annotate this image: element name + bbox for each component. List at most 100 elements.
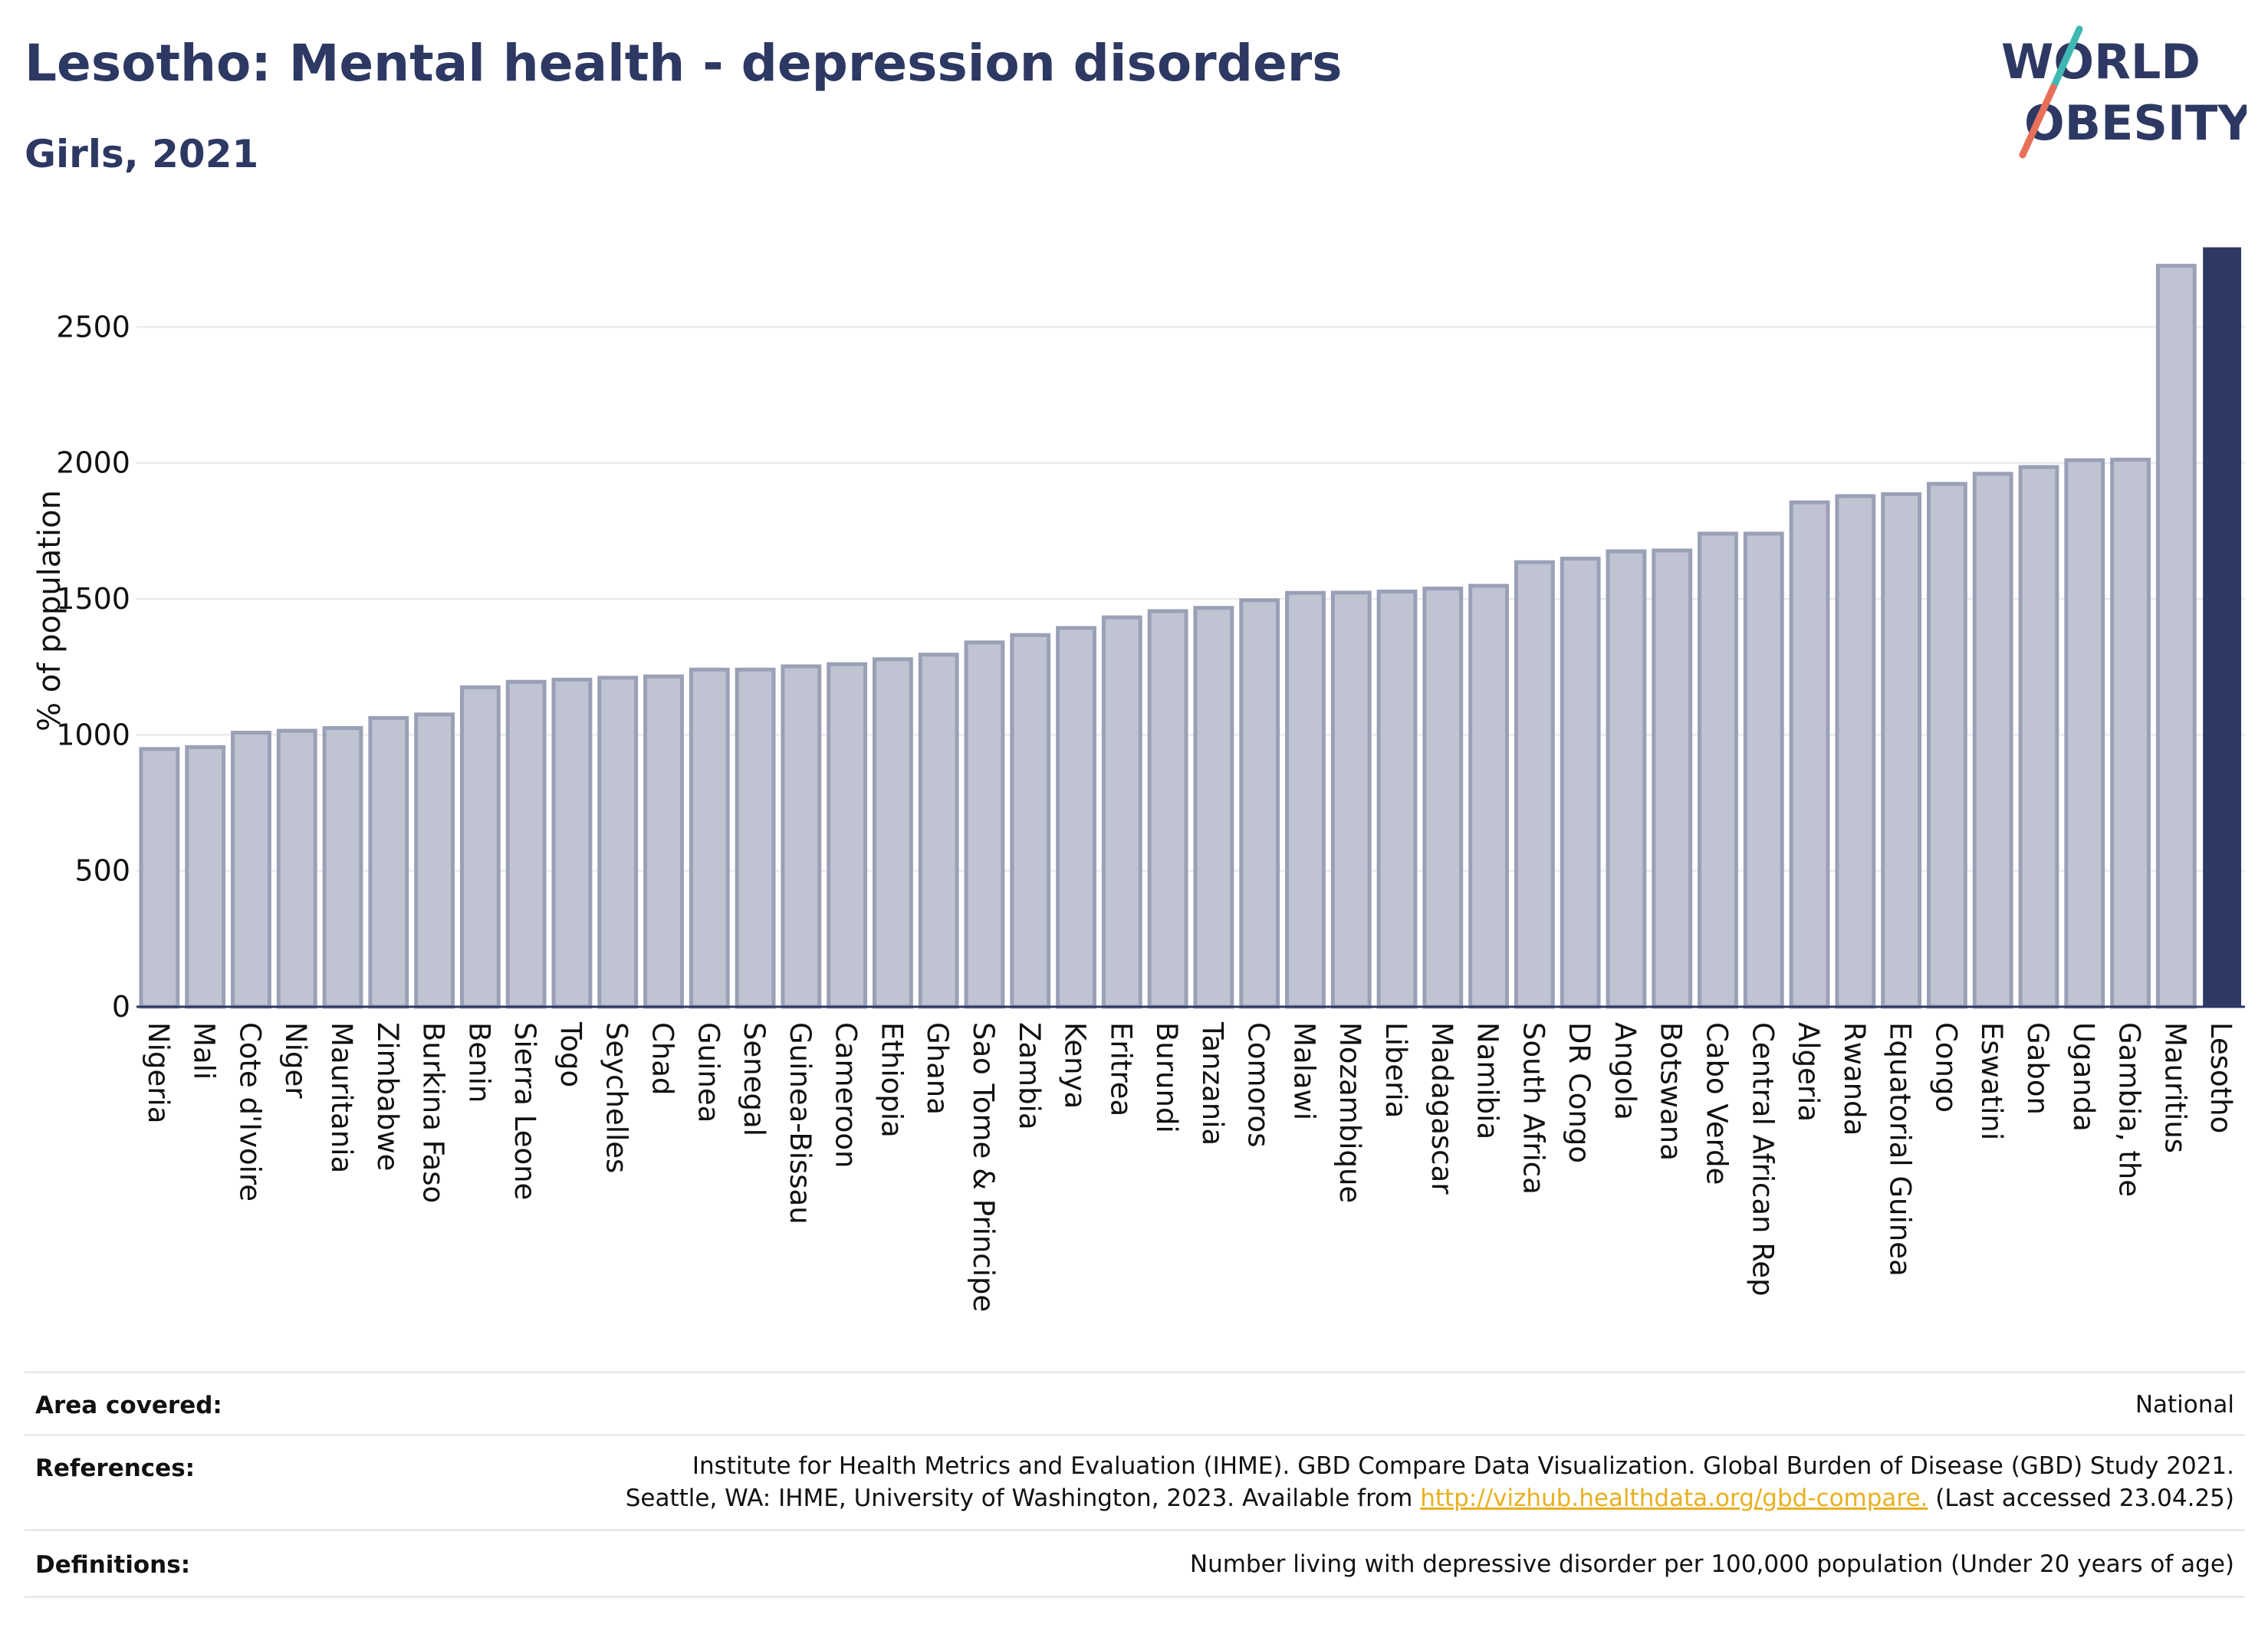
x-tick-label: Rwanda xyxy=(1838,1022,1871,1136)
y-tick-label: 2500 xyxy=(56,310,130,344)
x-tick-label: Benin xyxy=(462,1022,495,1103)
x-tick-label: Guinea xyxy=(692,1022,725,1123)
bar xyxy=(1101,615,1142,1009)
bar xyxy=(459,685,501,1009)
x-tick-label: Zimbabwe xyxy=(371,1022,404,1171)
x-tick-label: Sao Tome & Principe xyxy=(967,1022,1000,1312)
x-tick-label: Cote d'Ivoire xyxy=(233,1022,266,1202)
bar xyxy=(689,667,730,1009)
bar xyxy=(1285,590,1326,1009)
bar xyxy=(1193,606,1234,1009)
x-tick-label: Gambia, the xyxy=(2113,1022,2146,1197)
x-tick-label: Burundi xyxy=(1150,1022,1183,1133)
logo-line1: WORLD xyxy=(2001,34,2201,90)
info-row-references: References: Institute for Health Metrics… xyxy=(25,1434,2245,1531)
bar xyxy=(1927,482,1967,1009)
bar xyxy=(276,728,317,1009)
bar xyxy=(1514,560,1555,1009)
references-link[interactable]: http://vizhub.healthdata.org/gbd-compare… xyxy=(1420,1484,1928,1512)
info-row-definitions: Definitions: Number living with depressi… xyxy=(25,1529,2245,1598)
bar xyxy=(1376,589,1418,1009)
bar xyxy=(1056,626,1096,1009)
bar xyxy=(231,731,271,1009)
logo-slash-coral xyxy=(2019,84,2057,159)
x-tick-label: DR Congo xyxy=(1563,1022,1596,1163)
bar xyxy=(918,653,959,1009)
references-line2-pre: Seattle, WA: IHME, University of Washing… xyxy=(625,1484,1421,1512)
x-tick-label: Lesotho xyxy=(2204,1022,2237,1133)
area-value: National xyxy=(2135,1391,2234,1419)
area-label: Area covered: xyxy=(35,1392,222,1419)
x-tick-label: Zambia xyxy=(1013,1022,1046,1130)
x-tick-label: Comoros xyxy=(1242,1022,1275,1147)
bar xyxy=(1835,494,1876,1009)
x-tick-label: Togo xyxy=(554,1021,587,1087)
x-tick-label: Angola xyxy=(1609,1022,1642,1120)
references-line1: Institute for Health Metrics and Evaluat… xyxy=(692,1452,2234,1480)
x-tick-label: Uganda xyxy=(2067,1022,2100,1132)
x-tick-label: Nigeria xyxy=(142,1022,175,1123)
info-table: Area covered: National References: Insti… xyxy=(25,1371,2245,1601)
bar xyxy=(1468,584,1510,1009)
bar-chart: 0 500 1000 1500 2000 2500 % of population Niger… xyxy=(32,247,2245,1312)
x-tick-label: Chad xyxy=(646,1022,679,1095)
bar xyxy=(1789,500,1830,1009)
y-tick-label: 500 xyxy=(74,854,130,888)
x-tick-label: Senegal xyxy=(738,1022,771,1136)
x-tick-label: Cameroon xyxy=(830,1022,863,1168)
logo-slash-teal xyxy=(2049,25,2083,91)
bar xyxy=(1422,587,1464,1009)
page-title: Lesotho: Mental health - depression diso… xyxy=(25,34,1343,93)
bar xyxy=(2018,465,2059,1009)
bar xyxy=(1330,590,1372,1009)
bar xyxy=(1881,492,1922,1009)
x-tick-label: Madagascar xyxy=(1425,1022,1458,1195)
bar xyxy=(1743,531,1784,1009)
bar xyxy=(505,679,547,1009)
x-tick-label: Sierra Leone xyxy=(508,1022,541,1200)
x-tick-label: Liberia xyxy=(1379,1022,1412,1118)
bar xyxy=(368,715,409,1009)
bar xyxy=(1652,548,1693,1009)
info-row-area: Area covered: National xyxy=(25,1371,2245,1436)
x-tick-label: Eswatini xyxy=(1975,1022,2008,1140)
bar xyxy=(2155,264,2197,1009)
y-tick-label: 0 xyxy=(112,990,130,1024)
references-value: Institute for Health Metrics and Evaluat… xyxy=(626,1450,2234,1514)
x-tick-label: Congo xyxy=(1929,1022,1962,1113)
bar xyxy=(185,745,226,1009)
bar xyxy=(139,747,180,1009)
logo-line2: OBESITY xyxy=(2024,95,2247,151)
bar xyxy=(1010,633,1051,1009)
references-line2: Seattle, WA: IHME, University of Washing… xyxy=(626,1482,2234,1514)
bar xyxy=(1560,557,1601,1009)
x-tick-label: Seychelles xyxy=(600,1022,633,1173)
y-axis-label: % of population xyxy=(32,490,67,732)
bar xyxy=(643,674,684,1009)
bar xyxy=(2110,457,2151,1009)
definitions-label: Definitions: xyxy=(35,1551,191,1579)
bar xyxy=(1147,609,1188,1009)
bar xyxy=(322,725,363,1009)
bar xyxy=(2064,458,2105,1009)
x-tick-label: Mozambique xyxy=(1333,1022,1366,1203)
bar xyxy=(827,662,868,1009)
x-tick-label: Niger xyxy=(279,1022,312,1099)
y-tick-label: 1500 xyxy=(56,582,130,616)
bar xyxy=(1698,531,1738,1009)
x-tick-label: Algeria xyxy=(1792,1022,1825,1122)
x-tick-label: Burkina Faso xyxy=(417,1022,450,1203)
bar xyxy=(735,667,776,1009)
x-tick-label: Mauritius xyxy=(2158,1022,2191,1153)
x-tick-label: Gabon xyxy=(2021,1022,2054,1115)
x-tick-label: Eritrea xyxy=(1104,1022,1137,1116)
bar xyxy=(551,677,593,1009)
bar xyxy=(964,640,1005,1009)
x-tick-label: Equatorial Guinea xyxy=(1884,1022,1917,1277)
bar xyxy=(873,657,913,1009)
world-obesity-logo: WORLD OBESITY xyxy=(2001,25,2247,159)
x-tick-label: Namibia xyxy=(1471,1022,1504,1139)
references-label: References: xyxy=(35,1455,196,1482)
bar xyxy=(1239,598,1280,1009)
bar xyxy=(597,676,639,1009)
